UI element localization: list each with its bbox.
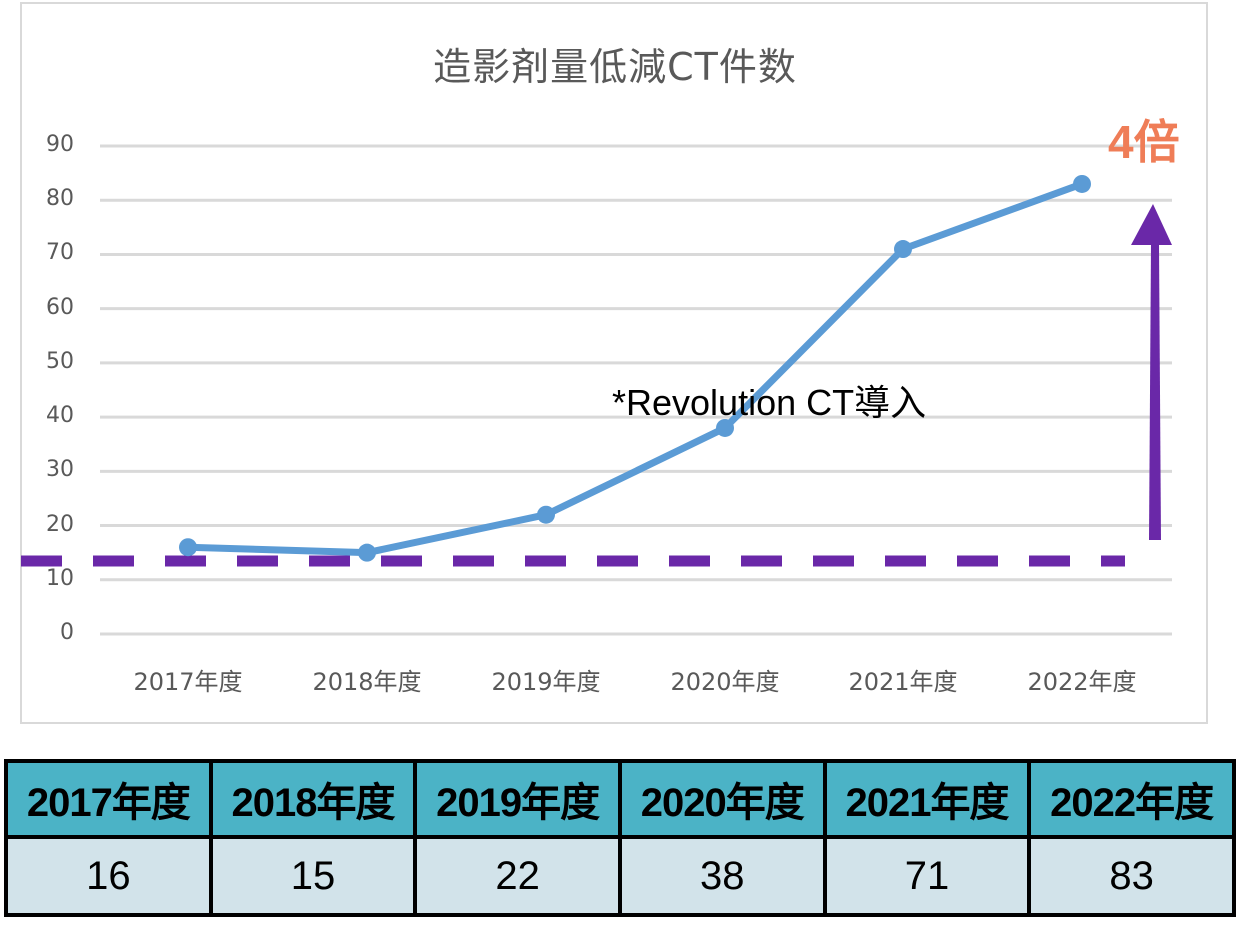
y-tick-label: 70 <box>46 240 74 266</box>
data-point <box>894 240 912 259</box>
table-cell: 71 <box>822 835 1032 917</box>
table-header-cell: 2021年度 <box>822 759 1032 839</box>
growth-badge: 4倍 <box>1108 116 1180 168</box>
data-table: 2017年度 2018年度 2019年度 2020年度 2021年度 2022年度 16 1… <box>4 759 1236 917</box>
table-cell: 16 <box>4 835 213 917</box>
table-header-cell: 2019年度 <box>413 759 622 839</box>
x-tick-label: 2022年度 <box>1027 668 1137 696</box>
arrow-up-icon <box>1131 204 1172 540</box>
table-header-cell: 2020年度 <box>617 759 827 839</box>
chart-title: 造影剤量低減CT件数 <box>433 45 797 89</box>
plot-area <box>0 144 1172 636</box>
x-tick-label: 2020年度 <box>670 668 780 696</box>
series-markers <box>179 174 1091 562</box>
table-header-cell: 2018年度 <box>208 759 418 839</box>
x-tick-label: 2017年度 <box>133 668 243 696</box>
data-point <box>179 538 197 557</box>
y-tick-label: 50 <box>46 348 74 374</box>
x-tick-label: 2019年度 <box>491 668 601 696</box>
table-header-row: 2017年度 2018年度 2019年度 2020年度 2021年度 2022年度 <box>4 759 1236 839</box>
table-row: 16 15 22 38 71 83 <box>4 835 1236 917</box>
data-point <box>1073 174 1091 193</box>
y-tick-label: 30 <box>46 457 74 483</box>
y-tick-label: 80 <box>46 186 74 212</box>
data-point <box>716 418 734 437</box>
table-cell: 83 <box>1027 835 1236 917</box>
table-cell: 22 <box>413 835 622 917</box>
y-tick-label: 10 <box>46 565 74 591</box>
annotation-revolution-ct: *Revolution CT導入 <box>612 382 927 423</box>
data-point <box>358 543 376 562</box>
x-tick-label: 2021年度 <box>848 668 958 696</box>
y-tick-label: 60 <box>46 294 74 320</box>
table-cell: 38 <box>617 835 827 917</box>
y-tick-label: 40 <box>46 403 74 429</box>
table-header-cell: 2017年度 <box>4 759 213 839</box>
series-line <box>184 180 1086 557</box>
y-tick-label: 20 <box>46 511 74 537</box>
y-tick-label: 0 <box>60 620 74 645</box>
table-header-cell: 2022年度 <box>1027 759 1236 839</box>
y-tick-label: 90 <box>46 132 74 157</box>
table-cell: 15 <box>208 835 418 917</box>
x-tick-label: 2018年度 <box>312 668 422 696</box>
data-point <box>537 505 555 524</box>
